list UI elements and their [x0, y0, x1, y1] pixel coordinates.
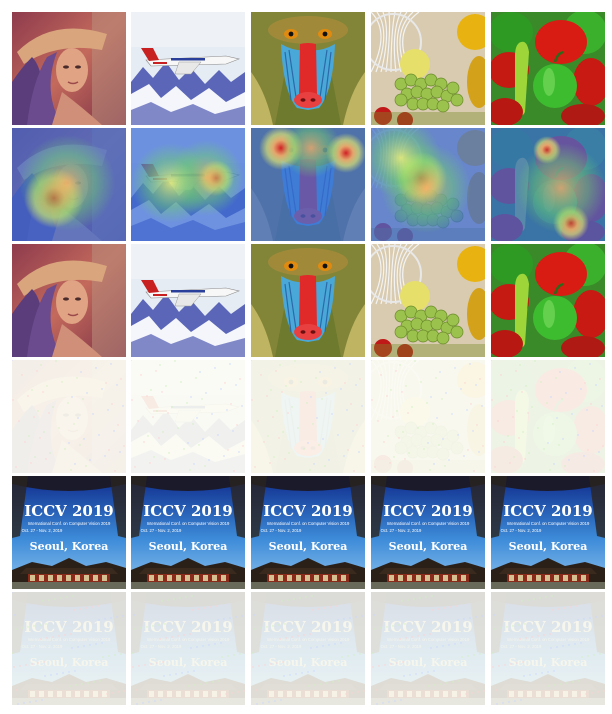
- poster-title: ICCV 2019: [143, 502, 233, 520]
- poster-city: Seoul, Korea: [389, 540, 468, 553]
- image-heatmap-lena-1: [12, 128, 126, 241]
- poster-title: ICCV 2019: [263, 502, 353, 520]
- image-adversarial-lena-1: [12, 244, 126, 357]
- poster-subtitle: International Conf. on Computer Vision 2…: [387, 521, 470, 526]
- image-adversarial-peppers-5: [491, 244, 605, 357]
- poster-dates: Oct. 27 - Nov. 2, 2019: [501, 528, 542, 533]
- image-poster-iccv-1: ICCV 2019 International Conf. on Computer…: [12, 476, 126, 589]
- poster-dates: Oct. 27 - Nov. 2, 2019: [261, 528, 302, 533]
- image-perturbation-jet-2: [131, 360, 245, 473]
- image-adversarial-fruits-4: [371, 244, 485, 357]
- image-adversarial-baboon-3: [251, 244, 365, 357]
- poster-subtitle: International Conf. on Computer Vision 2…: [147, 521, 230, 526]
- image-perturbation-lena-1: [12, 360, 126, 473]
- poster-title: ICCV 2019: [503, 502, 593, 520]
- image-adversarial-jet-2: [131, 244, 245, 357]
- poster-city: Seoul, Korea: [509, 540, 588, 553]
- image-heatmap-fruits-4: [371, 128, 485, 241]
- image-poster-iccv-3: ICCV 2019 International Conf. on Computer…: [251, 476, 365, 589]
- poster-city: Seoul, Korea: [30, 540, 109, 553]
- image-poster-iccv-4: ICCV 2019 International Conf. on Computer…: [371, 476, 485, 589]
- poster-city: Seoul, Korea: [269, 540, 348, 553]
- image-heatmap-jet-2: [131, 128, 245, 241]
- poster-subtitle: International Conf. on Computer Vision 2…: [267, 521, 350, 526]
- image-original-fruits-4: [371, 12, 485, 125]
- image-poster-iccv-2: ICCV 2019 International Conf. on Computer…: [131, 476, 245, 589]
- image-original-baboon-3: [251, 12, 365, 125]
- image-original-peppers-5: [491, 12, 605, 125]
- image-original-lena-1: [12, 12, 126, 125]
- poster-title: ICCV 2019: [383, 502, 473, 520]
- image-perturbation-baboon-3: [251, 360, 365, 473]
- poster-dates: Oct. 27 - Nov. 2, 2019: [141, 528, 182, 533]
- image-perturbation-fruits-4: [371, 360, 485, 473]
- image-heatmap-baboon-3: [251, 128, 365, 241]
- image-heatmap-peppers-5: [491, 128, 605, 241]
- poster-title: ICCV 2019: [24, 502, 114, 520]
- image-poster-iccv-5: ICCV 2019 International Conf. on Computer…: [491, 476, 605, 589]
- poster-dates: Oct. 27 - Nov. 2, 2019: [381, 528, 422, 533]
- poster-subtitle: International Conf. on Computer Vision 2…: [507, 521, 590, 526]
- poster-dates: Oct. 27 - Nov. 2, 2019: [22, 528, 63, 533]
- poster-subtitle: International Conf. on Computer Vision 2…: [28, 521, 111, 526]
- poster-city: Seoul, Korea: [149, 540, 228, 553]
- image-original-jet-2: [131, 12, 245, 125]
- image-perturbation-peppers-5: [491, 360, 605, 473]
